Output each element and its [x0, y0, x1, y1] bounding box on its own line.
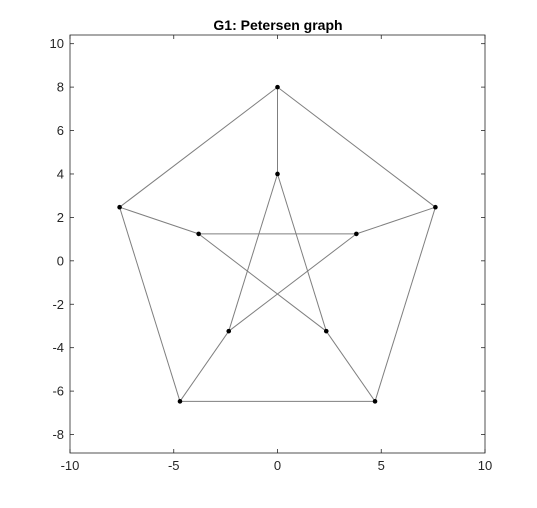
y-tick-label: 6	[57, 123, 64, 138]
graph-edge-4-9	[179, 330, 230, 402]
graph-node-8	[323, 328, 329, 334]
y-tick-label: -2	[52, 297, 64, 312]
graph-node-6	[275, 171, 280, 177]
x-tick-label: 5	[378, 458, 385, 473]
graph-node-1	[275, 84, 280, 90]
graph-node-10	[196, 231, 201, 237]
x-tick-label: 10	[478, 458, 492, 473]
graph-edge-1-2	[277, 86, 436, 208]
y-tick-label: 4	[57, 166, 64, 181]
graph-node-7	[354, 231, 359, 237]
graph-edge-2-7	[356, 206, 436, 235]
axis-tick-labels: -10 -5 0 5 10 -8 -6 -4 -2 0 2 4 6 8 10	[50, 36, 493, 473]
graph-edge-3-8	[325, 330, 376, 402]
graph-edge-6-8	[277, 173, 327, 332]
graph-node-9	[226, 328, 232, 334]
graph-edge-9-6	[228, 173, 278, 332]
chart-title: G1: Petersen graph	[213, 17, 342, 33]
y-tick-label: -4	[52, 340, 64, 355]
graph-edge-7-9	[228, 233, 357, 332]
x-tick-label: -10	[61, 458, 80, 473]
graph-nodes	[117, 84, 438, 404]
x-tick-label: -5	[168, 458, 180, 473]
graph-edge-4-5	[119, 207, 181, 402]
graph-edges	[119, 86, 436, 402]
graph-edge-5-1	[119, 86, 278, 208]
y-tick-label: 8	[57, 80, 64, 95]
y-tick-label: 2	[57, 210, 64, 225]
x-tick-label: 0	[274, 458, 281, 473]
graph-node-4	[177, 399, 183, 404]
y-tick-label: -6	[52, 384, 64, 399]
graph-edge-8-10	[198, 233, 327, 332]
y-tick-label: 10	[50, 36, 64, 51]
y-tick-label: -8	[52, 427, 64, 442]
graph-node-5	[117, 204, 122, 210]
graph-edge-2-3	[374, 207, 436, 402]
graph-node-2	[433, 204, 438, 210]
graph-edge-5-10	[119, 206, 199, 235]
graph-node-3	[372, 399, 378, 404]
axes-box	[69, 34, 486, 454]
y-tick-label: 0	[57, 253, 64, 268]
